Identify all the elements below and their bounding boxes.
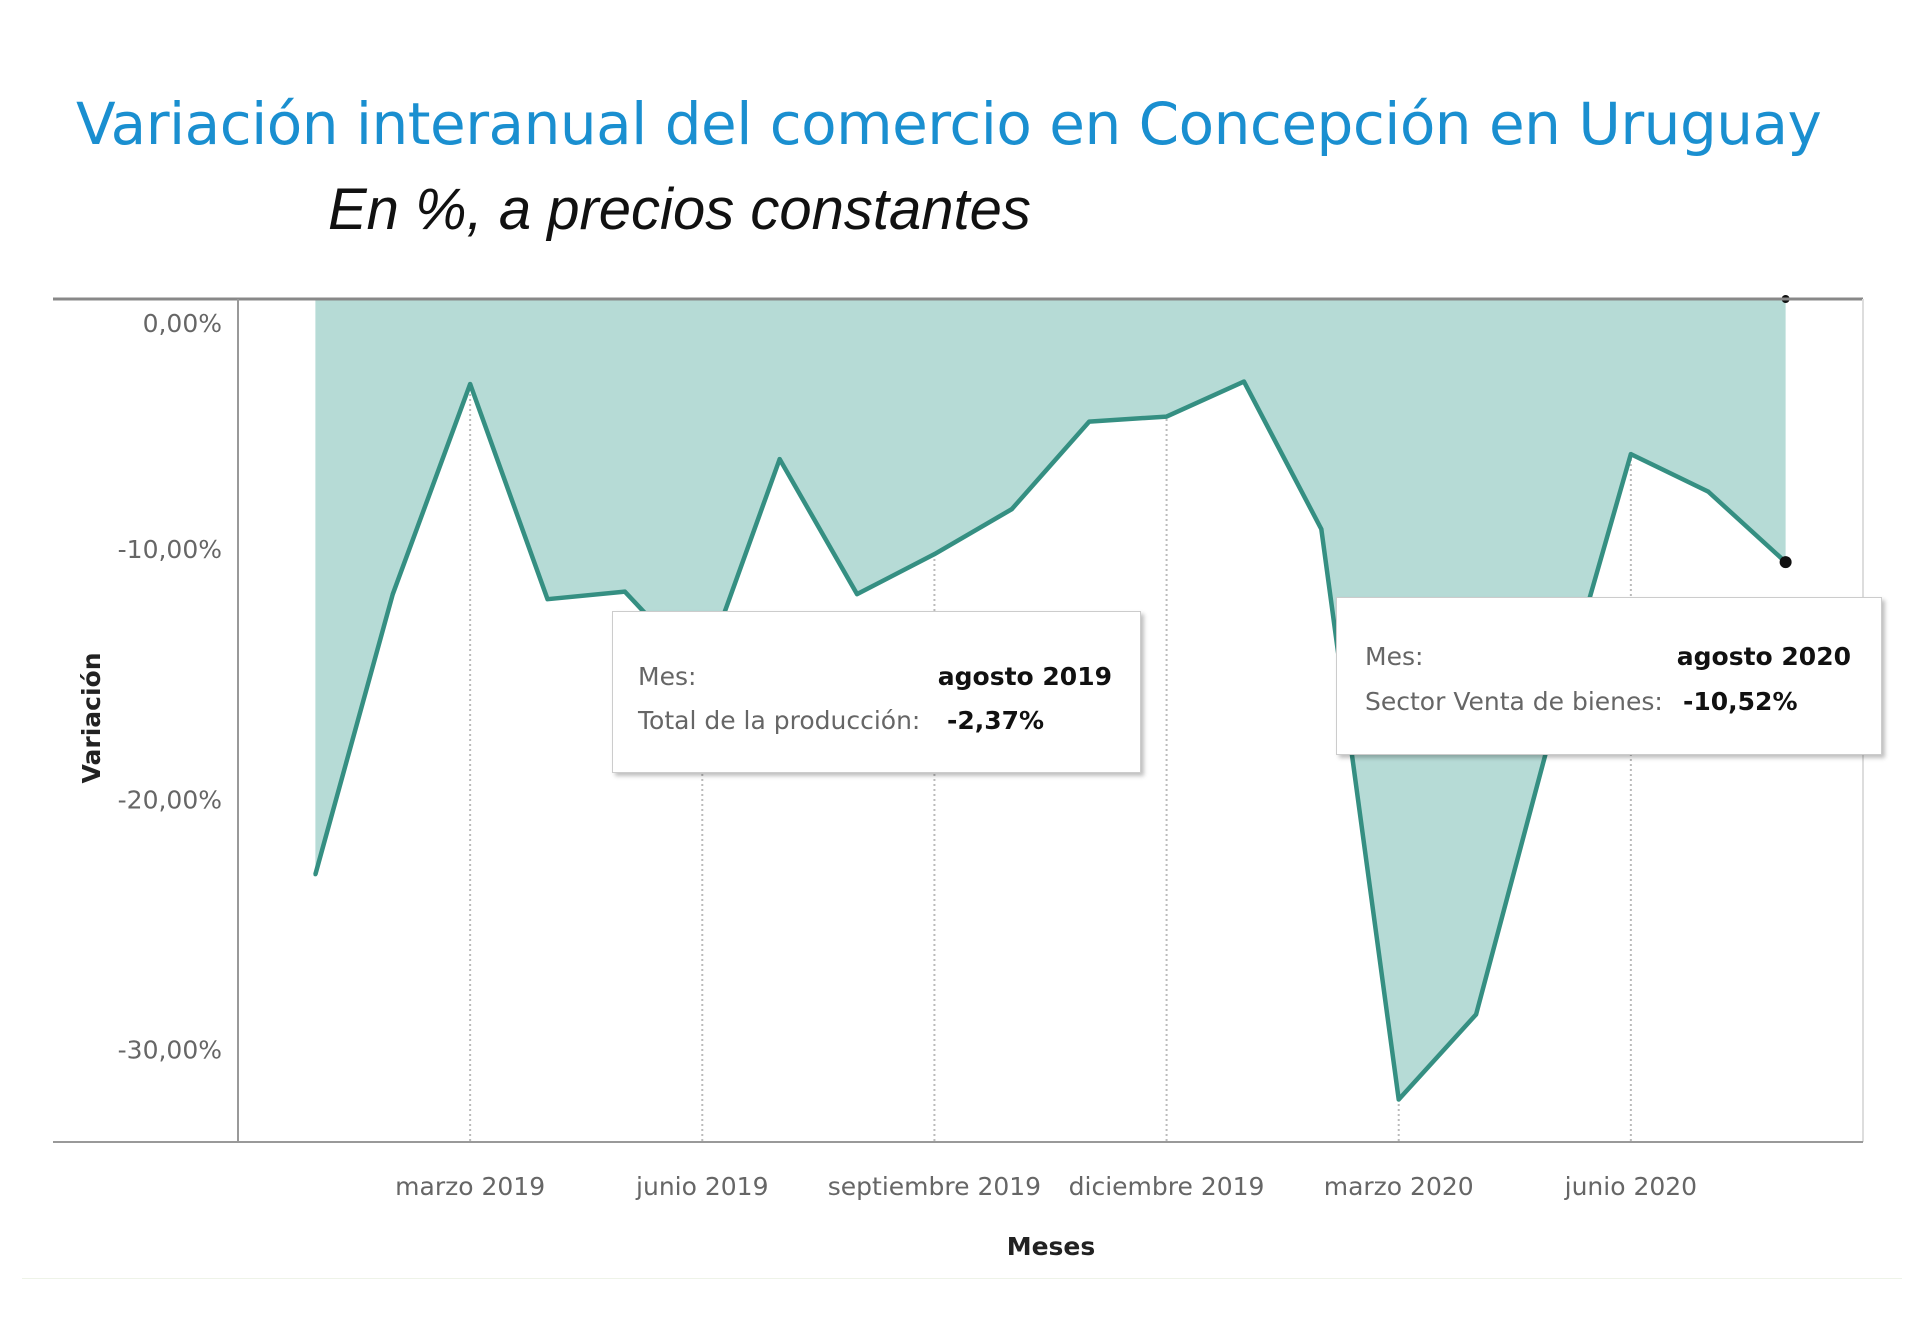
data-point[interactable] (1706, 489, 1711, 494)
tooltip-label-series: Sector Venta de bienes: (1365, 687, 1663, 716)
x-tick-label: diciembre 2019 (1069, 1172, 1265, 1201)
data-point[interactable] (855, 592, 860, 597)
x-axis-label: Meses (1007, 1232, 1096, 1261)
y-tick-label: -30,00% (118, 1035, 222, 1064)
chart-title: Variación interanual del comercio en Con… (76, 90, 1822, 158)
y-axis-label: Variación (77, 653, 106, 784)
tooltip-label-mes: Mes: (1365, 642, 1424, 671)
data-point[interactable] (777, 457, 782, 462)
data-point[interactable] (932, 552, 937, 557)
tooltip-value-series: -10,52% (1683, 687, 1798, 716)
data-point[interactable] (1241, 379, 1246, 384)
tooltip-label-series: Total de la producción: (638, 706, 921, 735)
data-point[interactable] (1319, 527, 1324, 532)
data-point[interactable] (313, 872, 318, 877)
chart-subtitle: En %, a precios constantes (328, 177, 1031, 242)
tooltip-agosto-2020: Mes: agosto 2020 Sector Venta de bienes:… (1336, 597, 1882, 755)
x-tick-label: marzo 2019 (395, 1172, 545, 1201)
data-point[interactable] (622, 589, 627, 594)
tooltip-agosto-2019: Mes: agosto 2019 Total de la producción:… (612, 611, 1141, 773)
tooltip-label-mes: Mes: (638, 662, 697, 691)
x-tick-label: junio 2020 (1564, 1172, 1697, 1201)
footer-divider (22, 1278, 1902, 1279)
data-point[interactable] (1164, 414, 1169, 419)
x-tick-label: junio 2019 (635, 1172, 768, 1201)
y-tick-label: 0,00% (143, 309, 222, 338)
data-point[interactable] (468, 382, 473, 387)
y-tick-label: -20,00% (118, 785, 222, 814)
x-tick-label: marzo 2020 (1324, 1172, 1474, 1201)
x-tick-label: septiembre 2019 (828, 1172, 1041, 1201)
y-tick-label: -10,00% (118, 535, 222, 564)
data-point[interactable] (1396, 1097, 1401, 1102)
tooltip-value-series: -2,37% (947, 706, 1045, 735)
data-point[interactable] (1474, 1012, 1479, 1017)
data-point[interactable] (1009, 507, 1014, 512)
tooltip-value-mes: agosto 2019 (937, 662, 1112, 691)
data-point[interactable] (390, 592, 395, 597)
series-line (313, 379, 1788, 1102)
tooltip-value-mes: agosto 2020 (1676, 642, 1851, 671)
data-point[interactable] (545, 597, 550, 602)
data-point[interactable] (1628, 452, 1633, 457)
highlighted-point[interactable] (1779, 556, 1792, 569)
data-point[interactable] (1087, 419, 1092, 424)
area-fill (315, 299, 1786, 1100)
